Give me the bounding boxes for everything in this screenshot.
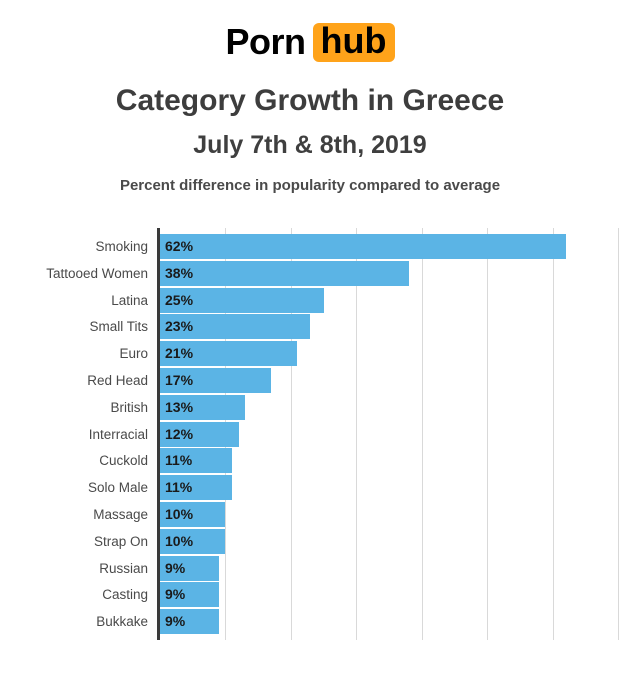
value-label: 17% <box>165 372 194 388</box>
category-label: Strap On <box>93 533 148 549</box>
bar-row: Cuckold 11% <box>99 448 618 474</box>
bar-row: Latina 25% <box>111 287 618 313</box>
bar-row: Bukkake 9% <box>96 609 618 635</box>
value-label: 21% <box>165 345 194 362</box>
value-label: 38% <box>165 264 194 281</box>
category-label: Solo Male <box>87 480 148 496</box>
bar: 9% <box>160 555 219 581</box>
value-label: 9% <box>165 613 186 630</box>
y-axis-line <box>157 228 160 640</box>
bar: 21% <box>160 341 298 367</box>
category-label: Tattooed Women <box>46 265 148 281</box>
category-label: Latina <box>111 292 148 308</box>
bar-row: Interracial 12% <box>89 421 618 447</box>
gridline-30 <box>356 228 358 640</box>
bar: 11% <box>160 448 232 474</box>
bar-row: Casting 9% <box>102 582 618 608</box>
value-label: 12% <box>165 425 194 442</box>
chart-subtitle: July 7th & 8th, 2019 <box>193 131 427 159</box>
value-label: 9% <box>165 559 186 576</box>
pornhub-logo: Porn hub <box>0 21 620 62</box>
gridline-40 <box>421 228 423 640</box>
bar: 62% <box>160 234 566 259</box>
category-label: Casting <box>102 587 148 603</box>
category-label: Euro <box>119 346 148 362</box>
bar: 23% <box>160 314 311 340</box>
bar: 25% <box>160 287 324 313</box>
value-label: 10% <box>165 532 194 549</box>
chart-title: Category Growth in Greece <box>115 84 505 117</box>
bar-row: Strap On 10% <box>94 528 618 554</box>
value-label: 9% <box>165 586 186 603</box>
bar: 17% <box>160 368 272 393</box>
gridline-60 <box>552 228 554 640</box>
bar-chart-plot: Smoking 62% Tattooed Women 38% Latina 25% Smal… <box>46 228 619 640</box>
bar-row: Massage 10% <box>93 502 618 527</box>
value-label: 10% <box>165 506 194 522</box>
category-label: Bukkake <box>96 614 148 630</box>
category-label: Interracial <box>88 426 148 442</box>
logo-hub-badge: hub <box>312 22 395 62</box>
category-label: Red Head <box>87 373 148 388</box>
category-label: British <box>110 399 148 415</box>
category-label: Russian <box>99 560 148 576</box>
value-label: 13% <box>165 398 194 415</box>
bar: 10% <box>160 528 226 554</box>
bar-row: Smoking 62% <box>95 234 618 259</box>
bar-row: British 13% <box>110 394 618 420</box>
chart-caption: Percent difference in popularity compare… <box>119 177 501 194</box>
logo-porn-text: Porn <box>225 21 307 62</box>
value-label: 23% <box>165 318 194 335</box>
bar: 11% <box>160 475 232 501</box>
bar-row: Euro 21% <box>119 341 618 367</box>
bar: 12% <box>160 421 239 447</box>
category-label: Massage <box>93 507 148 522</box>
value-label: 11% <box>165 479 193 496</box>
bar: 9% <box>160 609 219 635</box>
bar-row: Tattooed Women 38% <box>46 260 618 286</box>
value-label: 25% <box>165 291 194 308</box>
bar-row: Red Head 17% <box>87 368 618 393</box>
bar-row: Russian 9% <box>99 555 618 581</box>
gridline-50 <box>487 228 489 640</box>
bar: 13% <box>160 394 246 420</box>
gridline-70 <box>618 228 619 640</box>
bar-row: Small Tits 23% <box>89 314 618 340</box>
bar: 9% <box>160 582 219 608</box>
category-label: Smoking <box>95 239 148 254</box>
category-label: Small Tits <box>89 319 148 335</box>
bar-row: Solo Male 11% <box>88 475 618 501</box>
category-label: Cuckold <box>99 453 148 469</box>
value-label: 11% <box>165 452 193 469</box>
bar: 10% <box>160 502 226 527</box>
value-label: 62% <box>165 238 194 254</box>
bar: 38% <box>160 260 409 286</box>
gridline-20 <box>290 228 292 640</box>
